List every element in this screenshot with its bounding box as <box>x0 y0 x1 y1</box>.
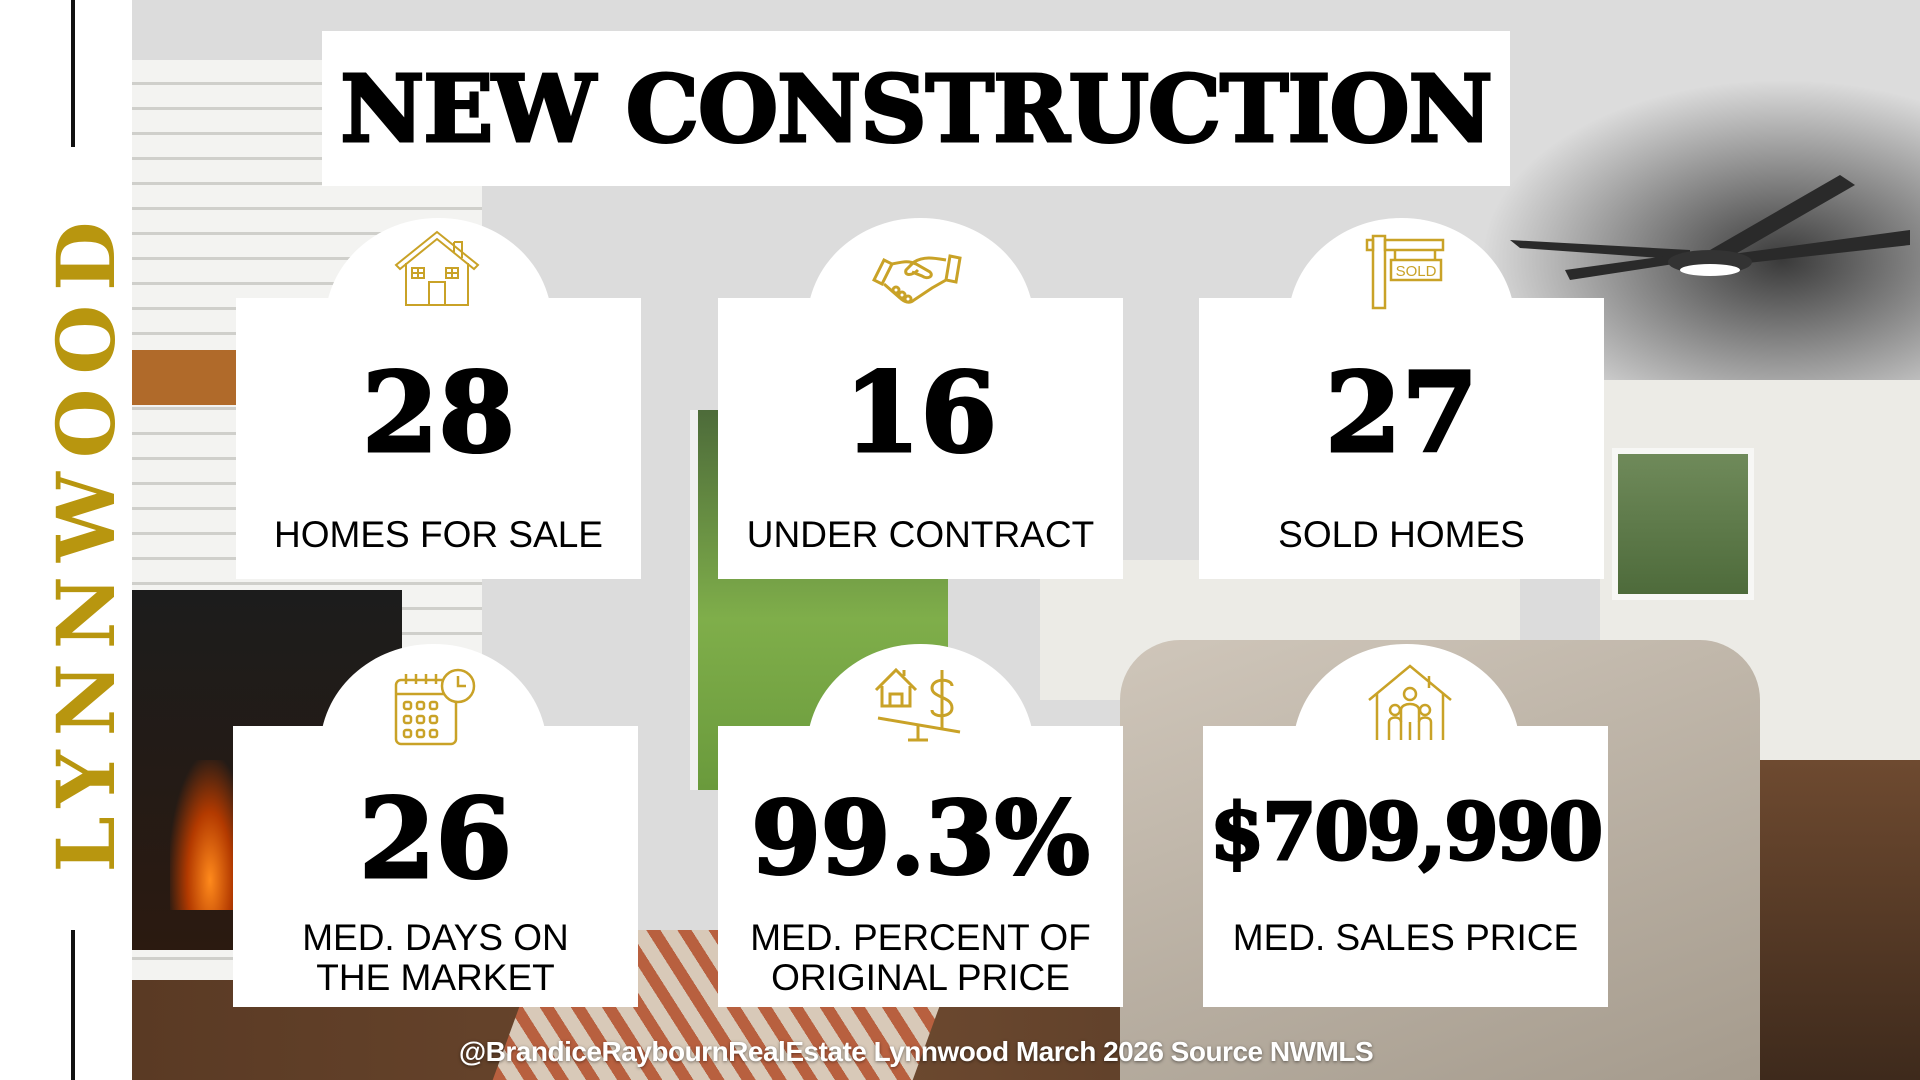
ceiling-fan <box>1510 175 1910 280</box>
stat-value: 28 <box>360 348 516 477</box>
stat-label: MED. SALES PRICE <box>1232 917 1579 958</box>
house-icon <box>394 230 480 306</box>
stat-card-percent-original-price: 99.3% MED. PERCENT OF ORIGINAL PRICE <box>718 726 1123 1007</box>
stat-label-line2: ORIGINAL PRICE <box>771 957 1070 998</box>
stat-label-line1: MED. DAYS ON <box>302 917 569 958</box>
stat-card-days-on-market: 26 MED. DAYS ON THE MARKET <box>233 726 638 1007</box>
stat-value: $709,990 <box>1208 787 1604 878</box>
house-dollar-scale-icon <box>874 667 961 742</box>
stat-value: 27 <box>1323 348 1479 477</box>
city-name: LYNNWOOD <box>39 207 133 873</box>
stat-card-homes-for-sale: 28 HOMES FOR SALE <box>236 298 641 579</box>
stat-label: SOLD HOMES <box>1278 514 1525 555</box>
handshake-icon <box>872 254 962 304</box>
stat-label-line2: THE MARKET <box>316 957 555 998</box>
stat-label-line1: MED. PERCENT OF <box>750 917 1091 958</box>
page-title: NEW CONSTRUCTION <box>339 53 1495 164</box>
divider-line-top <box>71 0 75 147</box>
family-house-icon <box>1368 664 1452 740</box>
stat-value: 16 <box>842 348 998 477</box>
stat-card-sold-homes: 27 SOLD HOMES <box>1199 298 1604 579</box>
stat-label: UNDER CONTRACT <box>746 514 1095 555</box>
left-sidebar <box>0 0 132 1080</box>
floor-right <box>1760 760 1920 1080</box>
calendar-clock-icon <box>394 668 476 746</box>
stat-value: 26 <box>357 774 513 903</box>
title-box: NEW CONSTRUCTION <box>322 31 1510 186</box>
stat-card-under-contract: 16 UNDER CONTRACT <box>718 298 1123 579</box>
svg-text:SOLD: SOLD <box>1396 263 1437 280</box>
stat-card-median-sales-price: $709,990 MED. SALES PRICE <box>1203 726 1608 1007</box>
mantel <box>132 350 237 405</box>
stat-value: 99.3% <box>750 779 1092 897</box>
stat-label: HOMES FOR SALE <box>274 514 603 555</box>
divider-line-bottom <box>71 930 75 1080</box>
window <box>1612 448 1754 600</box>
sold-sign-icon: SOLD <box>1365 234 1445 310</box>
footer-credit: @BrandiceRaybournRealEstate Lynnwood Mar… <box>458 1036 1374 1067</box>
